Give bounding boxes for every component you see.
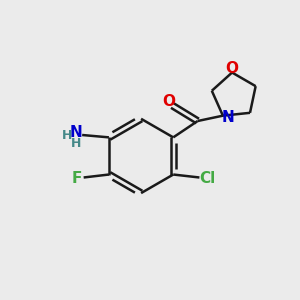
- Text: O: O: [162, 94, 175, 110]
- Text: H: H: [70, 137, 81, 150]
- Text: N: N: [222, 110, 235, 125]
- Text: O: O: [226, 61, 238, 76]
- Text: H: H: [62, 129, 73, 142]
- Text: N: N: [69, 124, 82, 140]
- Text: Cl: Cl: [200, 171, 216, 186]
- Text: F: F: [72, 171, 82, 186]
